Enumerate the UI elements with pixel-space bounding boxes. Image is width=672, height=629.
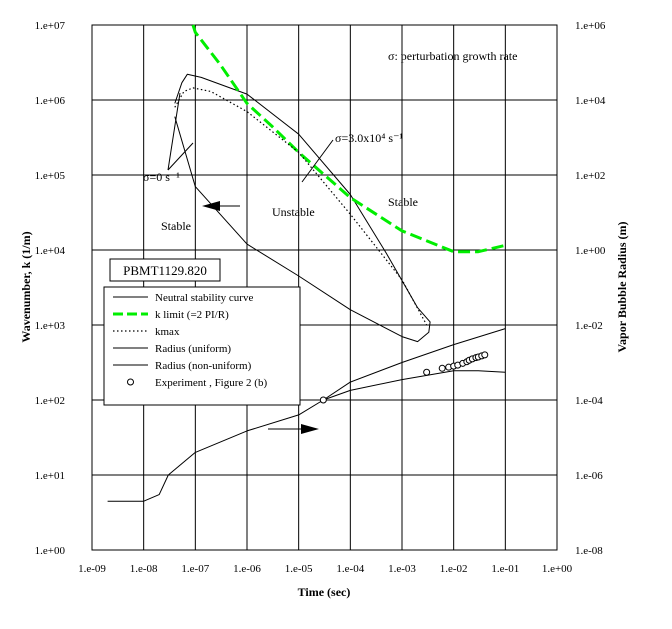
unstable-label: Unstable bbox=[272, 205, 315, 219]
plot-frame bbox=[91, 24, 558, 551]
stable-right-label: Stable bbox=[388, 195, 418, 209]
y2-tick-label: 1.e-06 bbox=[575, 470, 603, 482]
y-tick-label: 1.e+04 bbox=[35, 245, 66, 257]
y-tick-label: 1.e+05 bbox=[35, 170, 66, 182]
legend-label: kmax bbox=[155, 326, 180, 338]
y-tick-label: 1.e+03 bbox=[35, 320, 66, 332]
x-tick-label: 1.e-04 bbox=[336, 563, 364, 575]
y-tick-label: 1.e+02 bbox=[35, 395, 65, 407]
sigma-zero-label: σ=0 s⁻¹ bbox=[143, 170, 180, 184]
y-tick-label: 1.e+01 bbox=[35, 470, 65, 482]
y2-tick-label: 1.e+04 bbox=[575, 95, 606, 107]
case-label-box: PBMT1129.820 bbox=[109, 258, 221, 282]
experiment-point bbox=[438, 364, 446, 372]
experiment-point bbox=[423, 368, 431, 376]
left-arrow bbox=[202, 201, 240, 211]
y-tick-label: 1.e+07 bbox=[35, 20, 66, 32]
series-line-3 bbox=[107, 328, 506, 502]
legend-label: Neutral stability curve bbox=[155, 292, 253, 304]
y-tick-label: 1.e+00 bbox=[35, 545, 66, 557]
x-tick-label: 1.e-08 bbox=[130, 563, 158, 575]
marks bbox=[107, 24, 506, 502]
experiment-point bbox=[319, 396, 327, 404]
legend-label: Radius (non-uniform) bbox=[155, 360, 252, 372]
x-tick-label: 1.e-01 bbox=[491, 563, 519, 575]
y2-tick-label: 1.e-08 bbox=[575, 545, 603, 557]
x-axis-title: Time (sec) bbox=[298, 585, 351, 599]
y2-tick-label: 1.e-04 bbox=[575, 395, 603, 407]
legend: Neutral stability curve k limit (=2 PI/R)… bbox=[103, 286, 301, 406]
sigma-zero-pointer-1 bbox=[167, 92, 181, 171]
case-label: PBMT1129.820 bbox=[123, 263, 207, 278]
y2-tick-label: 1.e-02 bbox=[575, 320, 603, 332]
x-tick-label: 1.e-09 bbox=[78, 563, 106, 575]
x-tick-label: 1.e+00 bbox=[542, 563, 573, 575]
sigma-label-pointer bbox=[301, 139, 334, 183]
y2-tick-label: 1.e+06 bbox=[575, 20, 606, 32]
x-tick-label: 1.e-07 bbox=[181, 563, 209, 575]
series-line-0 bbox=[174, 73, 431, 343]
sigma-zero-pointer-2 bbox=[167, 142, 194, 171]
legend-label: k limit (=2 PI/R) bbox=[155, 309, 229, 321]
right-arrow bbox=[268, 424, 319, 434]
y2-axis-title: Vapor Bubble Radius (m) bbox=[615, 221, 629, 352]
legend-marker bbox=[127, 378, 134, 386]
series-line-1 bbox=[191, 24, 506, 254]
stable-left-label: Stable bbox=[161, 219, 191, 233]
series-line-2 bbox=[174, 87, 428, 326]
x-tick-label: 1.e-06 bbox=[233, 563, 261, 575]
x-tick-label: 1.e-02 bbox=[440, 563, 468, 575]
legend-label: Radius (uniform) bbox=[155, 343, 231, 355]
y2-tick-label: 1.e+00 bbox=[575, 245, 606, 257]
sigma-label: σ=3.0x10⁴ s⁻¹ bbox=[335, 131, 403, 145]
legend-box bbox=[103, 286, 301, 406]
x-tick-label: 1.e-03 bbox=[388, 563, 416, 575]
y2-tick-label: 1.e+02 bbox=[575, 170, 605, 182]
legend-label: Experiment , Figure 2 (b) bbox=[155, 377, 267, 389]
y-axis-title: Wavenumber, k (1/m) bbox=[19, 231, 33, 342]
x-tick-label: 1.e-05 bbox=[285, 563, 313, 575]
y-tick-label: 1.e+06 bbox=[35, 95, 66, 107]
sigma-note: σ: perturbation growth rate bbox=[388, 49, 517, 63]
ticks: 1.e-09 1.e-08 1.e-07 1.e-06 1.e-05 1.e-04 1.e-… bbox=[35, 20, 606, 575]
experiment-point bbox=[481, 351, 489, 359]
